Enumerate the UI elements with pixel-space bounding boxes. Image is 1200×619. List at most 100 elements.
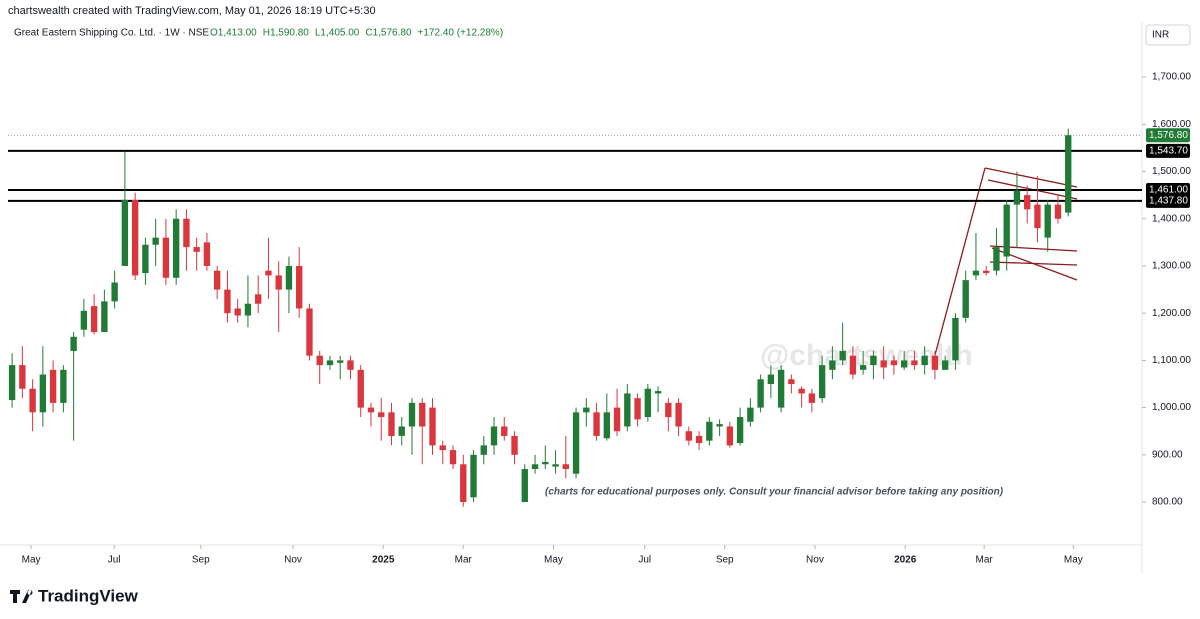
candle: [962, 270, 969, 323]
candle: [511, 431, 518, 465]
candle: [767, 365, 775, 399]
candle: [726, 421, 734, 448]
candle-body: [162, 237, 170, 278]
candle: [398, 417, 405, 446]
candle-body: [8, 365, 16, 401]
candle-body: [849, 355, 857, 375]
candle-body: [624, 393, 631, 427]
candle: [736, 407, 744, 446]
candle: [255, 275, 262, 314]
candle: [19, 346, 26, 399]
candle: [306, 303, 313, 361]
candle-body: [1054, 204, 1062, 219]
currency-box: [1145, 24, 1191, 46]
candle-body: [839, 350, 846, 361]
last-price-label: 1,576.80: [1149, 130, 1188, 141]
candle-body: [316, 355, 323, 366]
candle-body: [183, 218, 190, 248]
candle: [983, 265, 990, 276]
level-label: 1,461.00: [1149, 185, 1188, 196]
candle-body: [767, 374, 775, 384]
candle-body: [470, 454, 477, 498]
candle-body: [111, 282, 118, 302]
y-tick-label: 1,300.00: [1152, 261, 1191, 272]
candle-body: [1034, 204, 1041, 229]
candle-body: [70, 336, 77, 351]
candle-body: [716, 424, 723, 427]
candle: [572, 407, 580, 479]
candle: [1054, 195, 1062, 224]
candle: [685, 426, 693, 446]
x-tick-label: Nov: [806, 555, 824, 566]
candle: [101, 289, 108, 333]
chart-title: Great Eastern Shipping Co. Ltd. · 1W · N…: [14, 28, 209, 39]
candle-body: [244, 303, 252, 316]
candle: [367, 402, 375, 427]
brand: TradingView: [38, 586, 139, 605]
level-label: 1,437.80: [1149, 196, 1188, 207]
candle: [798, 386, 805, 408]
candle: [265, 237, 272, 300]
candle-body: [880, 360, 887, 368]
candle: [818, 355, 826, 403]
candle-body: [378, 412, 385, 418]
x-tick-label: May: [1064, 555, 1083, 566]
candle-body: [39, 374, 47, 413]
candle-body: [675, 402, 682, 427]
candle-body: [808, 393, 816, 403]
x-tick-label: 2025: [372, 555, 395, 566]
candle: [501, 417, 508, 441]
candle-body: [654, 391, 662, 394]
candle-body: [593, 412, 600, 436]
candle: [716, 419, 723, 436]
candle: [849, 346, 857, 380]
candle: [808, 388, 816, 413]
candle-body: [429, 407, 436, 446]
candle-body: [1065, 135, 1072, 213]
candle: [665, 398, 672, 432]
candle: [378, 398, 385, 441]
candle: [900, 350, 908, 370]
candle: [921, 346, 928, 375]
candle: [675, 398, 682, 436]
candle: [972, 232, 980, 281]
candle: [347, 355, 354, 380]
candle: [111, 270, 118, 309]
candle: [757, 374, 764, 413]
candle-body: [993, 247, 1000, 271]
candle: [644, 383, 652, 422]
candle-body: [121, 199, 129, 266]
candle: [408, 398, 416, 455]
candle-body: [142, 244, 149, 274]
candle: [131, 192, 139, 281]
candle-body: [439, 445, 446, 451]
candle-body: [818, 365, 826, 399]
candle: [183, 209, 190, 271]
credit: chartswealth created with TradingView.co…: [8, 5, 376, 17]
candle: [8, 353, 16, 408]
candle: [788, 374, 795, 394]
candle: [634, 393, 641, 427]
candle: [162, 218, 170, 285]
candle: [521, 464, 528, 503]
candle: [357, 365, 364, 418]
candle-body: [911, 360, 918, 366]
candle: [121, 151, 129, 266]
candle-body: [726, 426, 734, 446]
candle-body: [952, 317, 959, 361]
candle-body: [634, 398, 641, 420]
candle: [470, 450, 477, 503]
candle-body: [1044, 204, 1051, 238]
level-label-box: [1146, 193, 1190, 208]
candle-body: [275, 275, 282, 290]
y-tick-label: 1,000.00: [1152, 402, 1191, 413]
candle: [429, 398, 436, 455]
candle-body: [603, 412, 610, 439]
candle-body: [613, 407, 621, 432]
candle-body: [921, 355, 928, 366]
y-tick-label: 800.00: [1152, 497, 1183, 508]
candle: [480, 435, 487, 465]
candle: [285, 256, 293, 314]
